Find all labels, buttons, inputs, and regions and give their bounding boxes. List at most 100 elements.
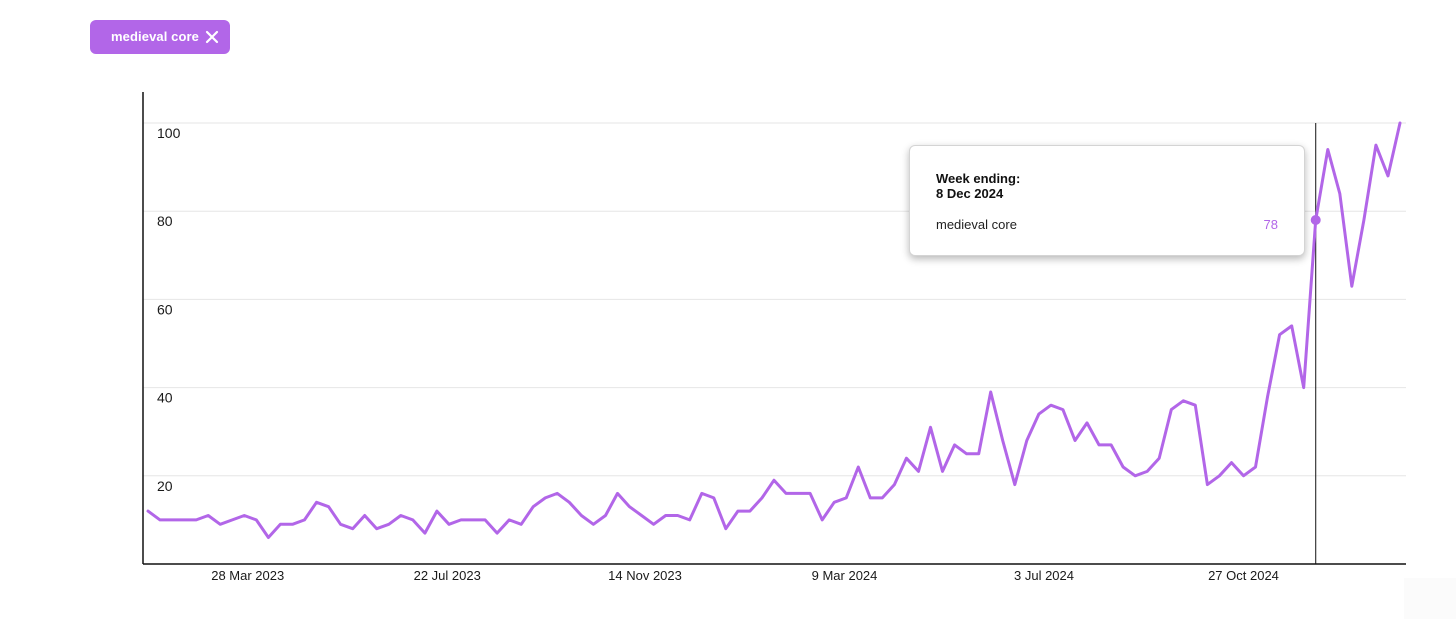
data-point: [399, 513, 403, 517]
data-point: [1085, 421, 1089, 425]
data-point: [880, 496, 884, 500]
chart-tooltip: Week ending: 8 Dec 2024 medieval core 78: [909, 145, 1305, 256]
data-point: [459, 518, 463, 522]
tooltip-title: Week ending:: [936, 171, 1021, 186]
x-tick-label: 3 Jul 2024: [1014, 568, 1074, 583]
data-point: [351, 527, 355, 531]
data-point: [146, 509, 150, 513]
data-point: [652, 522, 656, 526]
tooltip-series-name: medieval core: [936, 217, 1017, 232]
data-point: [808, 491, 812, 495]
data-point: [1254, 465, 1258, 469]
data-point: [1217, 474, 1221, 478]
data-point: [784, 491, 788, 495]
data-point: [1398, 121, 1402, 125]
data-point: [1049, 403, 1053, 407]
series-line-medieval-core: [146, 121, 1402, 539]
data-point: [1290, 324, 1294, 328]
data-point: [712, 496, 716, 500]
data-point: [218, 522, 222, 526]
data-point: [543, 496, 547, 500]
data-point: [591, 522, 595, 526]
data-point: [1001, 439, 1005, 443]
data-point: [1061, 408, 1065, 412]
data-point: [206, 513, 210, 517]
data-point: [904, 456, 908, 460]
data-point: [941, 469, 945, 473]
data-point: [1025, 439, 1029, 443]
data-point: [748, 509, 752, 513]
data-point: [736, 509, 740, 513]
data-point: [483, 518, 487, 522]
data-point: [447, 522, 451, 526]
data-point: [1181, 399, 1185, 403]
close-icon[interactable]: [204, 29, 220, 45]
x-tick-label: 22 Jul 2023: [414, 568, 481, 583]
y-tick-label: 60: [157, 301, 173, 317]
data-point: [688, 518, 692, 522]
data-point: [555, 491, 559, 495]
filter-chip-label: medieval core: [111, 29, 200, 44]
tooltip-value: 78: [1263, 217, 1278, 232]
data-point: [254, 518, 258, 522]
data-point: [844, 496, 848, 500]
data-point: [531, 505, 535, 509]
data-point: [929, 425, 933, 429]
data-point: [1097, 443, 1101, 447]
data-point: [495, 531, 499, 535]
data-point: [242, 513, 246, 517]
data-point: [1193, 403, 1197, 407]
data-point: [519, 522, 523, 526]
hover-point: [1310, 215, 1321, 226]
corner-background: [1404, 578, 1456, 619]
data-point: [567, 500, 571, 504]
data-point: [411, 518, 415, 522]
data-point: [856, 465, 860, 469]
tooltip-date: 8 Dec 2024: [936, 186, 1004, 201]
data-point: [796, 491, 800, 495]
data-point: [1013, 483, 1017, 487]
x-tick-label: 14 Nov 2023: [608, 568, 682, 583]
data-point: [1338, 192, 1342, 196]
data-point: [182, 518, 186, 522]
data-point: [1266, 394, 1270, 398]
data-point: [953, 443, 957, 447]
data-point: [170, 518, 174, 522]
x-tick-label: 9 Mar 2024: [812, 568, 878, 583]
data-point: [194, 518, 198, 522]
data-point: [158, 518, 162, 522]
y-tick-label: 40: [157, 390, 173, 406]
data-point: [1386, 174, 1390, 178]
data-point: [1205, 483, 1209, 487]
data-point: [989, 390, 993, 394]
data-point: [1278, 333, 1282, 337]
x-tick-label: 28 Mar 2023: [211, 568, 284, 583]
data-point: [892, 483, 896, 487]
data-point: [1362, 218, 1366, 222]
data-point: [916, 469, 920, 473]
data-point: [579, 513, 583, 517]
x-tick-label: 27 Oct 2024: [1208, 568, 1279, 583]
data-point: [640, 513, 644, 517]
data-point: [303, 518, 307, 522]
data-point: [423, 531, 427, 535]
data-point: [868, 496, 872, 500]
data-point: [820, 518, 824, 522]
data-point: [616, 491, 620, 495]
data-point: [266, 536, 270, 540]
y-tick-label: 100: [157, 125, 181, 141]
data-point: [1073, 439, 1077, 443]
data-point: [507, 518, 511, 522]
data-point: [676, 513, 680, 517]
data-point: [327, 505, 331, 509]
filter-chip-medieval-core[interactable]: medieval core: [90, 20, 230, 54]
data-point: [375, 527, 379, 531]
data-point: [1350, 284, 1354, 288]
y-tick-label: 20: [157, 478, 173, 494]
data-point: [1302, 386, 1306, 390]
data-point: [1133, 474, 1137, 478]
data-point: [339, 522, 343, 526]
data-point: [832, 500, 836, 504]
data-point: [1157, 456, 1161, 460]
